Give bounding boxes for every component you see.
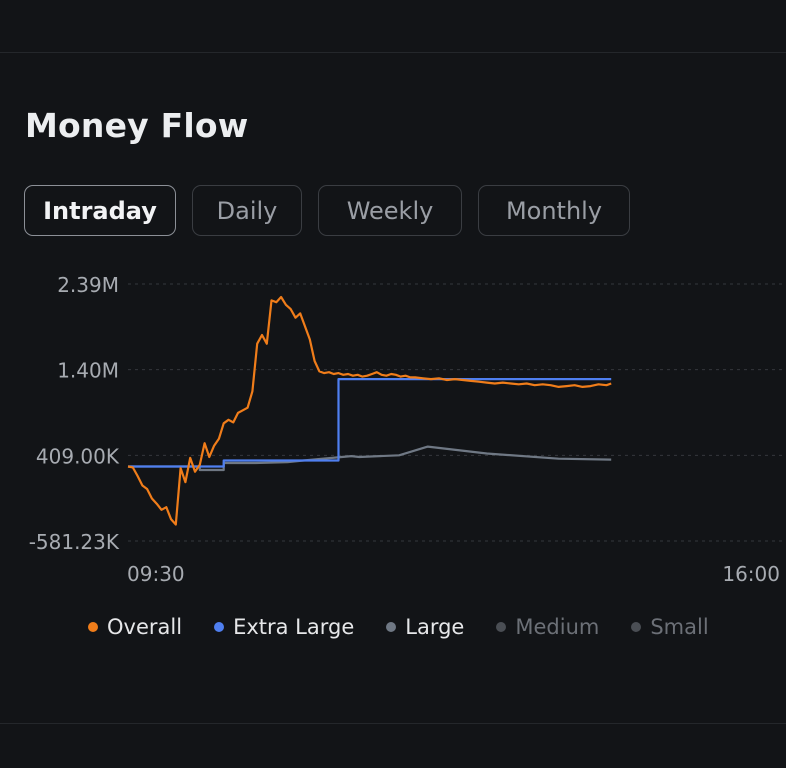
- legend-label-overall: Overall: [107, 615, 183, 639]
- bottom-divider: [0, 723, 786, 724]
- legend-label-extra-large: Extra Large: [233, 615, 355, 639]
- legend-label-small: Small: [650, 615, 709, 639]
- x-tick-label: 09:30: [127, 562, 185, 586]
- legend-dot-extra-large: [214, 622, 225, 632]
- legend-label-medium: Medium: [515, 615, 600, 639]
- tab-weekly[interactable]: Weekly: [318, 185, 462, 236]
- y-tick-label: 409.00K: [36, 444, 120, 468]
- y-tick-label: 2.39M: [57, 273, 119, 297]
- money-flow-chart: 2.39M 1.40M 409.00K -581.23K 09:30 16:00: [29, 273, 786, 586]
- tab-intraday[interactable]: Intraday: [24, 185, 176, 236]
- legend-dot-small: [631, 622, 642, 632]
- tab-monthly[interactable]: Monthly: [478, 185, 630, 236]
- series-line-extra-large: [128, 377, 612, 468]
- legend-label-large: Large: [405, 615, 465, 639]
- tab-daily[interactable]: Daily: [192, 185, 302, 236]
- legend-dot-overall: [88, 622, 98, 632]
- y-tick-label: 1.40M: [57, 359, 119, 383]
- legend-dot-large: [386, 622, 397, 632]
- legend-item-large[interactable]: Large: [386, 615, 464, 639]
- legend-item-extra-large[interactable]: Extra Large: [214, 615, 354, 639]
- chart-legend: Overall Extra Large Large Medium Small: [88, 615, 709, 639]
- legend-item-overall[interactable]: Overall: [88, 615, 182, 639]
- top-divider: [0, 52, 786, 53]
- section-title: Money Flow: [25, 106, 249, 145]
- x-tick-label: 16:00: [722, 562, 780, 586]
- legend-item-small[interactable]: Small: [631, 615, 709, 639]
- period-tabs: Intraday Daily Weekly Monthly: [24, 185, 630, 236]
- y-tick-label: -581.23K: [29, 530, 120, 554]
- series-line-overall: [127, 295, 612, 526]
- legend-item-medium[interactable]: Medium: [496, 615, 599, 639]
- legend-dot-medium: [496, 622, 507, 632]
